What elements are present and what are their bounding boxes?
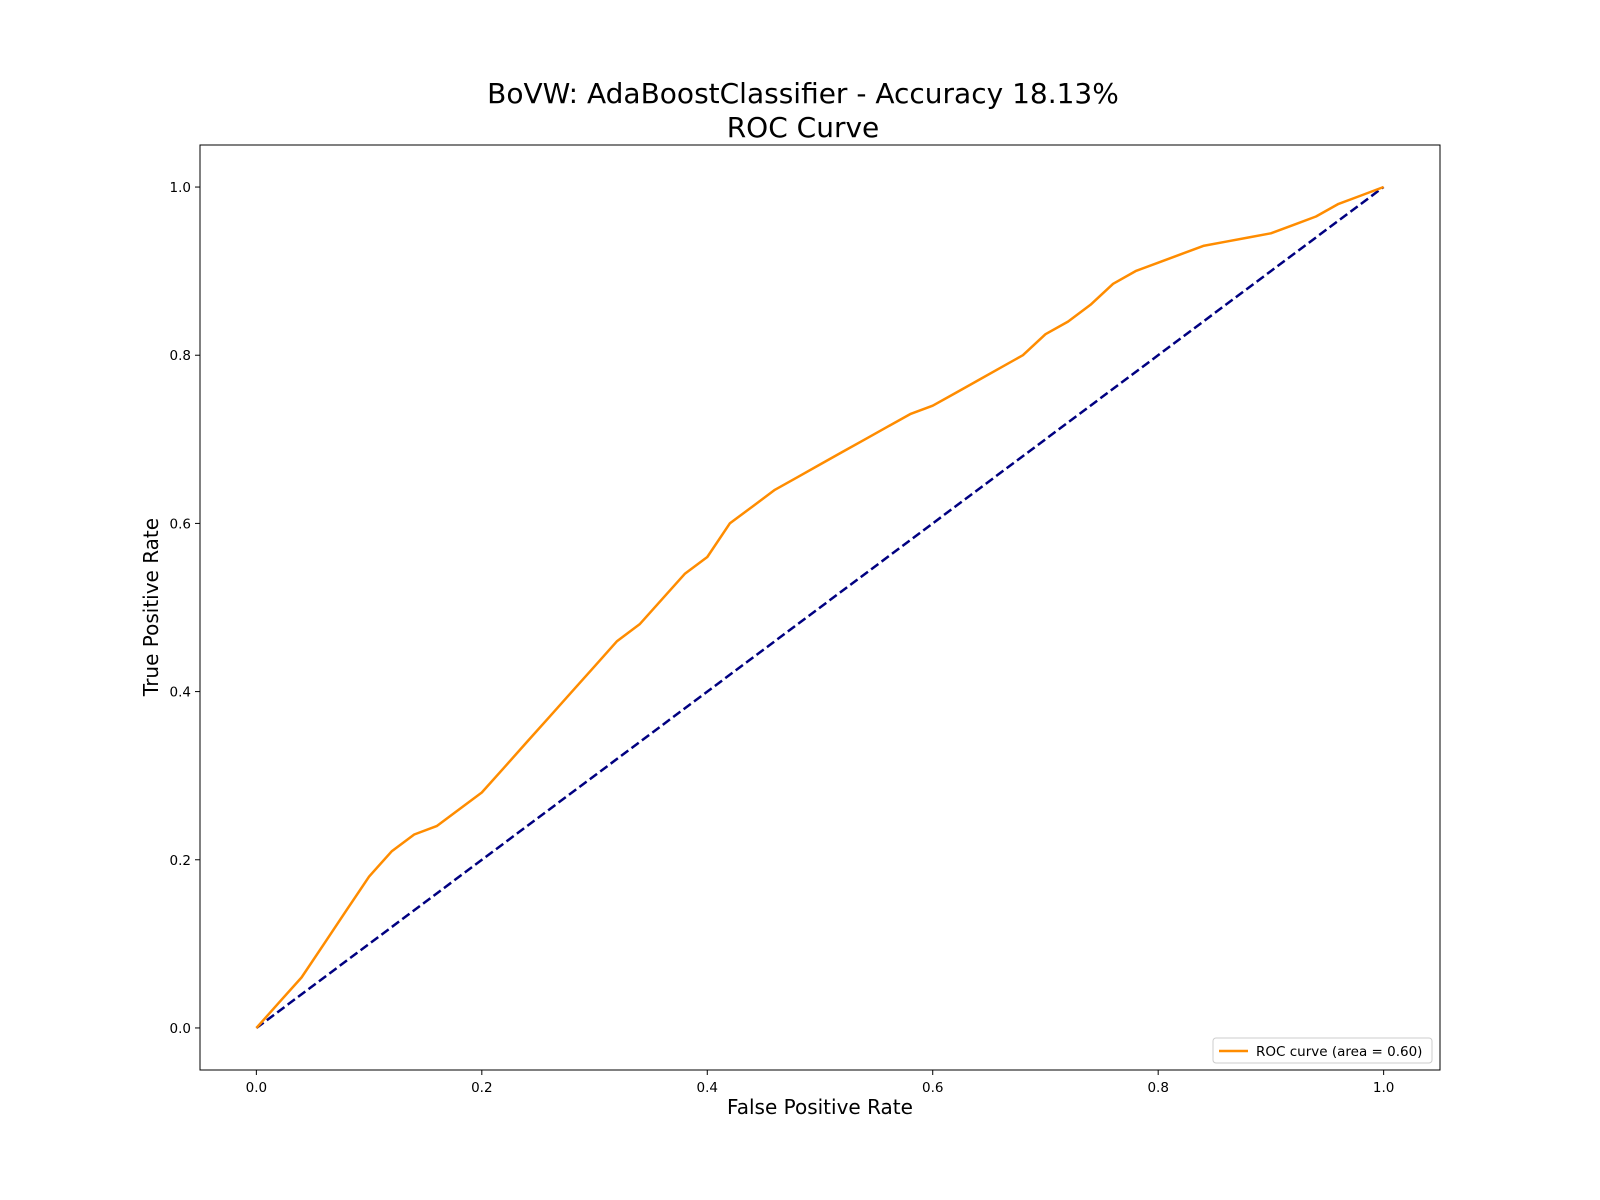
chart-subtitle: ROC Curve bbox=[727, 111, 880, 144]
y-tick-label: 0.6 bbox=[170, 516, 191, 532]
chance-diagonal-line bbox=[255, 185, 1385, 1030]
y-axis-ticks: 0.0 0.2 0.4 0.6 0.8 1.0 bbox=[170, 180, 200, 1037]
x-axis-ticks: 0.0 0.2 0.4 0.6 0.8 1.0 bbox=[246, 1070, 1394, 1096]
x-tick-label: 0.8 bbox=[1147, 1080, 1168, 1096]
x-tick-label: 0.4 bbox=[697, 1080, 718, 1096]
plot-lines bbox=[255, 185, 1385, 1030]
y-tick-label: 1.0 bbox=[170, 180, 191, 196]
x-tick-label: 0.2 bbox=[471, 1080, 492, 1096]
y-axis-label: True Positive Rate bbox=[139, 518, 163, 697]
legend-box bbox=[1212, 1037, 1433, 1064]
legend: ROC curve (area = 0.60) bbox=[1212, 1037, 1433, 1064]
y-tick-label: 0.2 bbox=[170, 853, 191, 869]
y-tick-label: 0.0 bbox=[170, 1021, 191, 1037]
chart-title: BoVW: AdaBoostClassifier - Accuracy 18.1… bbox=[487, 77, 1119, 110]
roc-curve-line bbox=[255, 185, 1385, 1029]
legend-entry-label: ROC curve (area = 0.60) bbox=[1256, 1044, 1422, 1060]
plot-frame bbox=[199, 144, 1441, 1071]
x-tick-label: 0.6 bbox=[922, 1080, 943, 1096]
y-tick-label: 0.8 bbox=[170, 348, 191, 364]
x-tick-label: 1.0 bbox=[1373, 1080, 1394, 1096]
x-tick-label: 0.0 bbox=[246, 1080, 267, 1096]
x-axis-label: False Positive Rate bbox=[727, 1095, 913, 1119]
y-tick-label: 0.4 bbox=[170, 685, 191, 701]
